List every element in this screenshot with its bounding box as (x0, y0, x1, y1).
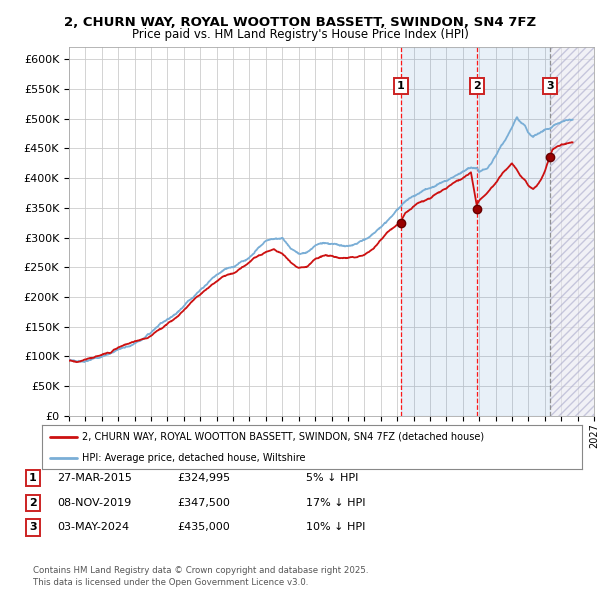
Text: £324,995: £324,995 (177, 473, 230, 483)
Text: 2, CHURN WAY, ROYAL WOOTTON BASSETT, SWINDON, SN4 7FZ: 2, CHURN WAY, ROYAL WOOTTON BASSETT, SWI… (64, 16, 536, 29)
Text: 17% ↓ HPI: 17% ↓ HPI (306, 498, 365, 507)
Text: 27-MAR-2015: 27-MAR-2015 (57, 473, 132, 483)
Text: 2: 2 (473, 81, 481, 91)
Text: 2, CHURN WAY, ROYAL WOOTTON BASSETT, SWINDON, SN4 7FZ (detached house): 2, CHURN WAY, ROYAL WOOTTON BASSETT, SWI… (83, 432, 485, 442)
Text: 2: 2 (29, 498, 37, 507)
Text: £347,500: £347,500 (177, 498, 230, 507)
Bar (550, 47, 594, 416)
Bar (401, 47, 550, 416)
Bar (550, 47, 594, 416)
Text: Price paid vs. HM Land Registry's House Price Index (HPI): Price paid vs. HM Land Registry's House … (131, 28, 469, 41)
Text: 3: 3 (547, 81, 554, 91)
Text: 08-NOV-2019: 08-NOV-2019 (57, 498, 131, 507)
Text: £435,000: £435,000 (177, 523, 230, 532)
Text: 1: 1 (397, 81, 405, 91)
Text: Contains HM Land Registry data © Crown copyright and database right 2025.
This d: Contains HM Land Registry data © Crown c… (33, 566, 368, 587)
Text: 5% ↓ HPI: 5% ↓ HPI (306, 473, 358, 483)
Text: 10% ↓ HPI: 10% ↓ HPI (306, 523, 365, 532)
Text: 03-MAY-2024: 03-MAY-2024 (57, 523, 129, 532)
Text: 1: 1 (29, 473, 37, 483)
Text: 3: 3 (29, 523, 37, 532)
Text: HPI: Average price, detached house, Wiltshire: HPI: Average price, detached house, Wilt… (83, 453, 306, 463)
